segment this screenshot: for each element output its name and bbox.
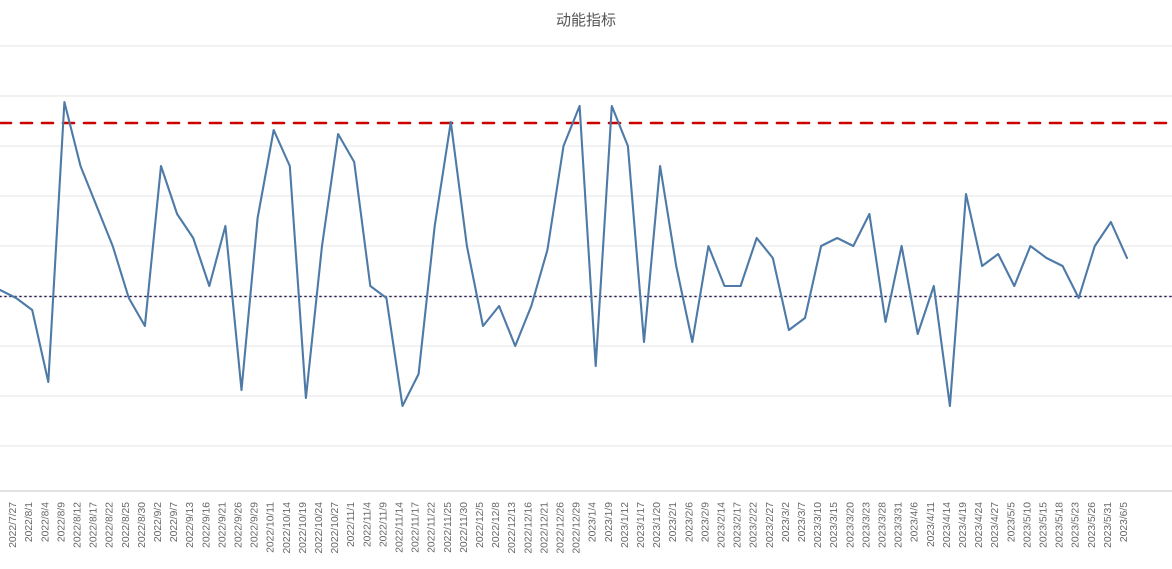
svg-text:2023/5/10: 2023/5/10 (1022, 502, 1033, 548)
svg-text:2023/2/27: 2023/2/27 (765, 502, 776, 548)
svg-text:2022/11/22: 2022/11/22 (427, 502, 438, 553)
svg-text:2022/7/22: 2022/7/22 (0, 502, 3, 548)
svg-text:2023/3/31: 2023/3/31 (894, 502, 905, 548)
svg-text:2022/9/13: 2022/9/13 (185, 502, 196, 548)
svg-text:2022/12/21: 2022/12/21 (539, 502, 550, 554)
svg-text:2022/8/1: 2022/8/1 (24, 502, 35, 542)
svg-text:2023/1/9: 2023/1/9 (604, 502, 615, 542)
svg-text:2023/1/12: 2023/1/12 (620, 502, 631, 548)
svg-text:2023/3/28: 2023/3/28 (878, 502, 889, 548)
svg-text:2022/8/30: 2022/8/30 (137, 502, 148, 548)
svg-text:2023/5/31: 2023/5/31 (1103, 502, 1114, 548)
svg-text:2022/11/25: 2022/11/25 (443, 502, 454, 553)
svg-text:2022/8/22: 2022/8/22 (105, 502, 116, 548)
svg-text:2022/10/11: 2022/10/11 (266, 502, 277, 553)
svg-text:2023/5/15: 2023/5/15 (1039, 502, 1050, 548)
svg-text:2022/8/4: 2022/8/4 (40, 502, 51, 542)
svg-text:2023/4/6: 2023/4/6 (910, 502, 921, 542)
svg-text:2022/9/7: 2022/9/7 (169, 502, 180, 542)
svg-text:2022/9/16: 2022/9/16 (201, 502, 212, 548)
svg-text:2022/8/25: 2022/8/25 (121, 502, 132, 548)
svg-text:2023/3/7: 2023/3/7 (797, 502, 808, 542)
svg-text:2023/2/17: 2023/2/17 (733, 502, 744, 548)
svg-text:2023/5/23: 2023/5/23 (1071, 502, 1082, 548)
svg-text:2023/3/20: 2023/3/20 (845, 502, 856, 548)
svg-text:2022/9/26: 2022/9/26 (234, 502, 245, 548)
svg-text:2022/9/29: 2022/9/29 (250, 502, 261, 548)
svg-text:2023/2/1: 2023/2/1 (668, 502, 679, 542)
svg-text:2022/11/4: 2022/11/4 (362, 502, 373, 547)
svg-text:2023/1/20: 2023/1/20 (652, 502, 663, 548)
svg-text:2022/8/17: 2022/8/17 (89, 502, 100, 548)
svg-text:2022/11/1: 2022/11/1 (346, 502, 357, 547)
svg-text:2023/3/23: 2023/3/23 (861, 502, 872, 548)
svg-text:2022/8/9: 2022/8/9 (56, 502, 67, 542)
svg-text:2023/5/5: 2023/5/5 (1006, 502, 1017, 542)
svg-text:2022/12/26: 2022/12/26 (556, 502, 567, 554)
svg-text:2022/11/14: 2022/11/14 (395, 502, 406, 553)
svg-text:2023/2/9: 2023/2/9 (700, 502, 711, 542)
svg-text:2023/4/11: 2023/4/11 (926, 502, 937, 547)
svg-text:2022/11/30: 2022/11/30 (459, 502, 470, 553)
svg-text:2023/2/14: 2023/2/14 (717, 502, 728, 548)
svg-text:2023/1/4: 2023/1/4 (588, 502, 599, 542)
svg-text:2022/7/27: 2022/7/27 (8, 502, 19, 548)
svg-text:2022/8/12: 2022/8/12 (73, 502, 84, 548)
svg-text:2023/4/19: 2023/4/19 (958, 502, 969, 548)
svg-text:2022/11/9: 2022/11/9 (378, 502, 389, 547)
svg-text:2022/10/27: 2022/10/27 (330, 502, 341, 554)
svg-text:2023/3/2: 2023/3/2 (781, 502, 792, 542)
svg-text:2022/10/14: 2022/10/14 (282, 502, 293, 554)
svg-text:2022/12/5: 2022/12/5 (475, 502, 486, 548)
svg-text:2023/4/24: 2023/4/24 (974, 502, 985, 548)
svg-text:2023/4/27: 2023/4/27 (990, 502, 1001, 548)
svg-text:2022/12/29: 2022/12/29 (572, 502, 583, 554)
svg-text:2022/10/24: 2022/10/24 (314, 502, 325, 554)
svg-text:2023/5/26: 2023/5/26 (1087, 502, 1098, 548)
svg-text:2023/3/15: 2023/3/15 (829, 502, 840, 548)
svg-text:2022/11/17: 2022/11/17 (411, 502, 422, 553)
svg-text:2022/12/13: 2022/12/13 (507, 502, 518, 554)
svg-text:2023/3/10: 2023/3/10 (813, 502, 824, 548)
svg-text:2022/12/8: 2022/12/8 (491, 502, 502, 548)
svg-text:2022/10/19: 2022/10/19 (298, 502, 309, 554)
svg-text:2022/9/21: 2022/9/21 (217, 502, 228, 548)
svg-text:2022/12/16: 2022/12/16 (523, 502, 534, 554)
svg-text:2023/5/18: 2023/5/18 (1055, 502, 1066, 548)
svg-text:2023/2/6: 2023/2/6 (684, 502, 695, 542)
svg-text:2023/6/5: 2023/6/5 (1119, 502, 1130, 542)
svg-text:2023/2/22: 2023/2/22 (749, 502, 760, 548)
svg-text:2023/1/17: 2023/1/17 (636, 502, 647, 548)
svg-text:2022/9/2: 2022/9/2 (153, 502, 164, 542)
svg-text:2023/4/14: 2023/4/14 (942, 502, 953, 548)
